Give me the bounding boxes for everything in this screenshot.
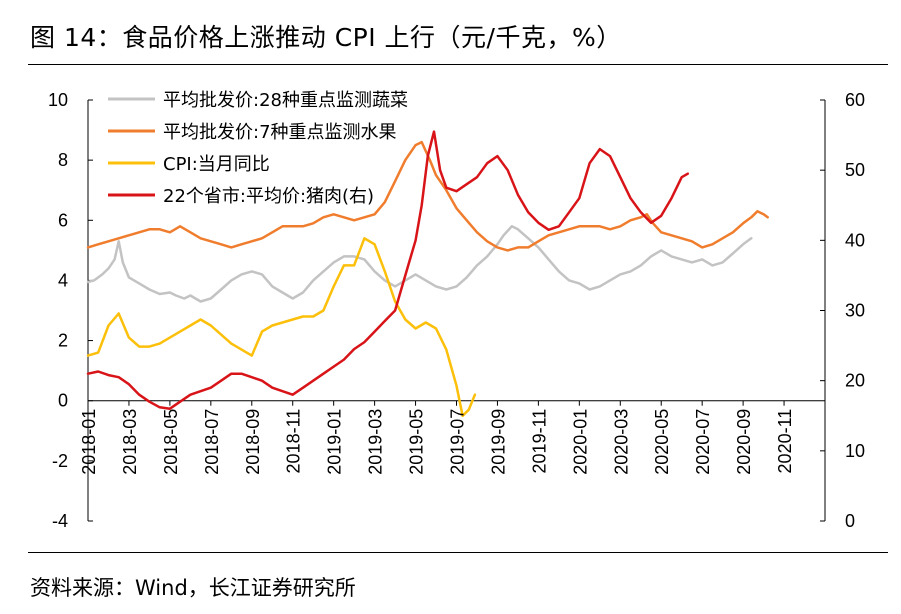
x-tick-label: 2019-05 xyxy=(407,409,427,475)
left-tick-label: 4 xyxy=(58,270,68,290)
left-tick-label: 0 xyxy=(58,391,68,411)
x-tick-label: 2018-05 xyxy=(161,409,181,475)
legend-label-3: CPI:当月同比 xyxy=(163,154,270,175)
x-tick-label: 2020-09 xyxy=(734,409,754,475)
x-tick-label: 2020-11 xyxy=(775,409,795,474)
figure-title: 图 14：食品价格上涨推动 CPI 上行（元/千克，%） xyxy=(30,23,622,52)
series-line-2 xyxy=(86,140,769,252)
right-tick-label: 40 xyxy=(845,230,865,250)
left-tick-label: 10 xyxy=(48,90,68,110)
chart-series xyxy=(86,130,769,418)
left-tick-label: 6 xyxy=(58,210,68,230)
series-line-3 xyxy=(86,237,477,418)
source-note: 资料来源：Wind，长江证券研究所 xyxy=(30,576,356,600)
right-tick-label: 60 xyxy=(845,90,865,110)
x-tick-label: 2019-09 xyxy=(488,409,508,475)
x-tick-label: 2019-07 xyxy=(448,409,468,475)
right-tick-label: 30 xyxy=(845,301,865,321)
right-tick-label: 20 xyxy=(845,371,865,391)
chart-axes xyxy=(87,99,826,522)
legend-label-2: 平均批发价:7种重点监测水果 xyxy=(163,122,397,143)
series-line-1 xyxy=(86,225,753,303)
x-tick-label: 2018-03 xyxy=(120,409,140,475)
x-tick-label: 2019-11 xyxy=(529,409,549,474)
x-tick-label: 2018-11 xyxy=(284,409,304,474)
series-line-4 xyxy=(86,130,690,410)
right-tick-label: 50 xyxy=(845,160,865,180)
x-tick-label: 2019-01 xyxy=(325,409,345,475)
left-tick-label: 2 xyxy=(58,331,68,351)
right-tick-label: 10 xyxy=(845,441,865,461)
x-tick-label: 2018-07 xyxy=(202,409,222,475)
left-tick-label: 8 xyxy=(58,150,68,170)
x-tick-label: 2020-01 xyxy=(570,409,590,475)
legend-label-1: 平均批发价:28种重点监测蔬菜 xyxy=(163,90,408,111)
right-tick-label: 0 xyxy=(845,511,855,531)
x-tick-label: 2020-07 xyxy=(693,409,713,475)
x-tick-label: 2019-03 xyxy=(366,409,386,475)
left-tick-label: -2 xyxy=(52,451,68,471)
x-tick-label: 2018-09 xyxy=(243,409,263,475)
x-tick-label: 2020-05 xyxy=(652,409,672,475)
x-tick-label: 2020-03 xyxy=(611,409,631,475)
x-tick-label: 2018-01 xyxy=(79,409,99,475)
legend-label-4: 22个省市:平均价:猪肉(右) xyxy=(163,186,374,207)
left-tick-label: -4 xyxy=(52,511,68,531)
source-rule xyxy=(28,552,888,553)
title-rule xyxy=(28,64,888,65)
